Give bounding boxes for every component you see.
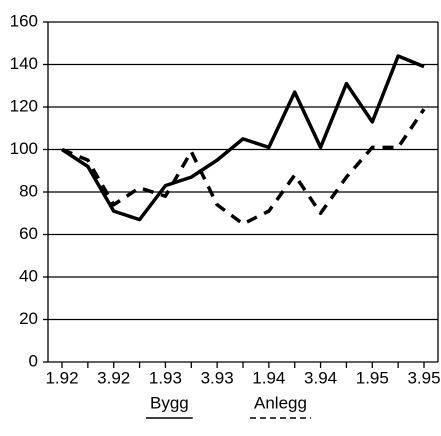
y-tick-label: 120	[10, 96, 38, 115]
x-tick-label: 1.93	[149, 368, 182, 387]
y-tick-label: 20	[19, 309, 38, 328]
x-tick-label: 3.95	[407, 368, 440, 387]
series-line	[61, 108, 426, 226]
y-tick-label: 160	[10, 11, 38, 30]
x-tick-label: 1.94	[252, 368, 285, 387]
legend-label: Anlegg	[254, 393, 307, 412]
x-tick-label: 3.92	[97, 368, 130, 387]
y-tick-label: 80	[19, 181, 38, 200]
x-tick-label: 3.93	[201, 368, 234, 387]
y-tick-label: 140	[10, 54, 38, 73]
y-tick-label: 40	[19, 266, 38, 285]
series-line	[61, 54, 425, 222]
x-tick-label: 1.95	[356, 368, 389, 387]
y-tick-label: 0	[29, 351, 38, 370]
y-tick-label: 60	[19, 224, 38, 243]
y-tick-label: 100	[10, 139, 38, 158]
x-tick-label: 3.94	[304, 368, 337, 387]
legend-label: Bygg	[150, 393, 189, 412]
x-tick-label: 1.92	[45, 368, 78, 387]
